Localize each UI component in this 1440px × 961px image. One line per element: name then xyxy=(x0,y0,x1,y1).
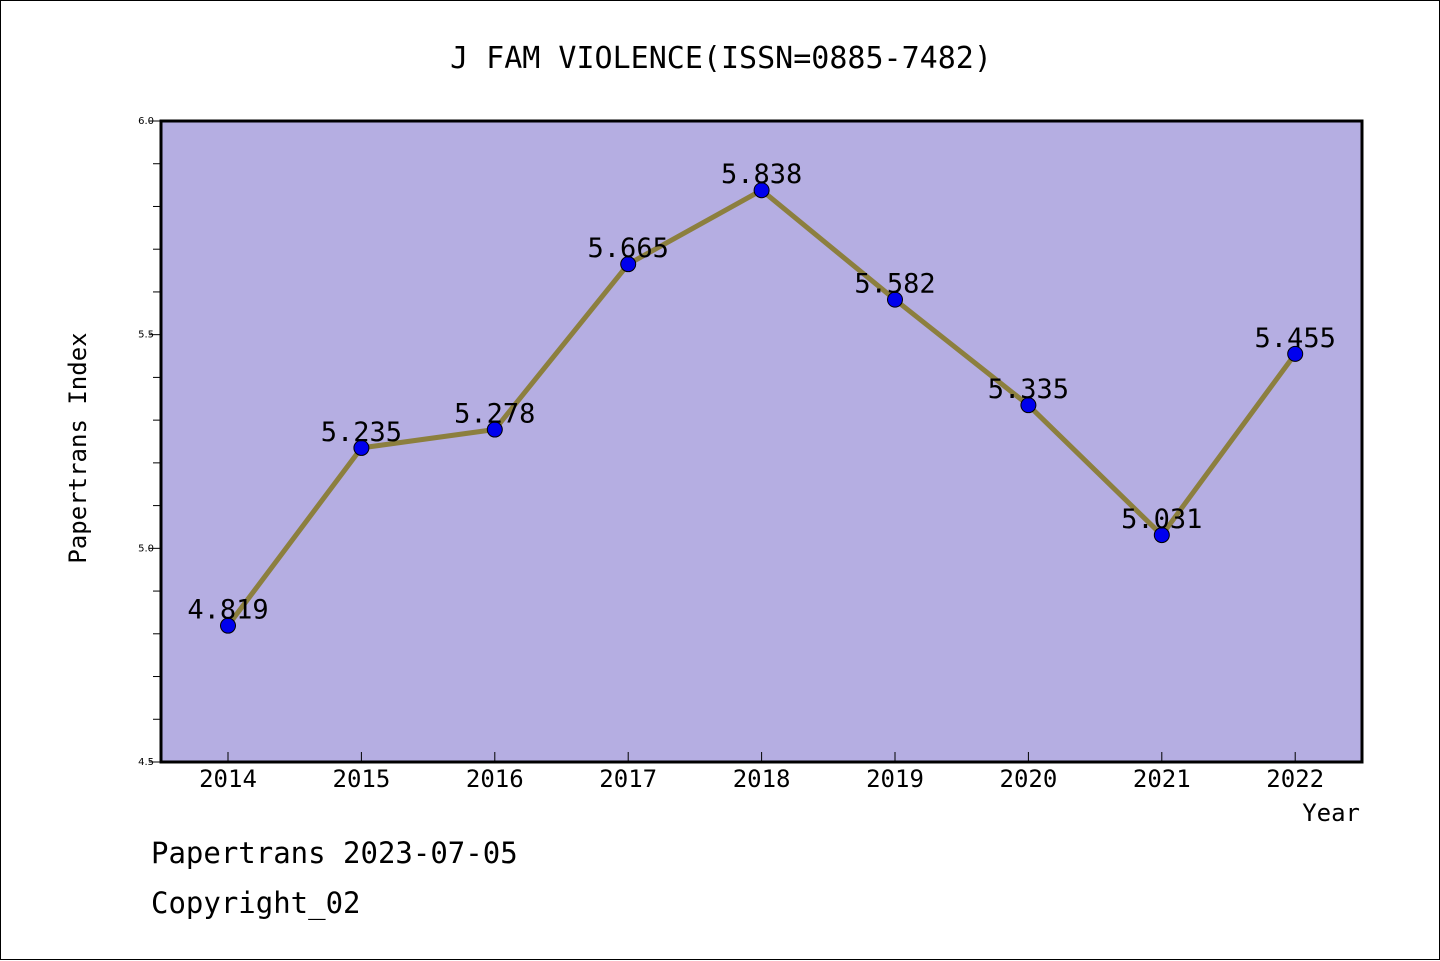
data-label: 5.665 xyxy=(588,233,669,264)
x-axis-label: Year xyxy=(1302,799,1360,827)
data-point xyxy=(887,291,903,308)
x-tick-label: 2014 xyxy=(199,765,257,793)
data-label: 5.838 xyxy=(721,159,802,190)
data-label: 5.582 xyxy=(854,269,935,300)
data-label: 5.335 xyxy=(988,374,1069,405)
data-label: 4.819 xyxy=(187,595,268,626)
data-point xyxy=(1153,527,1170,544)
data-label: 5.235 xyxy=(321,417,402,448)
x-tick-label: 2020 xyxy=(1000,765,1058,793)
x-tick-label: 2016 xyxy=(466,765,524,793)
data-point xyxy=(620,256,637,273)
data-point xyxy=(353,439,370,456)
data-label-layer: 4.819 5.235 5.278 5.665 5.838 5.582 5.335 5.031… xyxy=(187,159,1335,625)
y-axis-label: Papertrans Index xyxy=(64,332,92,563)
series-layer xyxy=(220,182,1304,634)
data-point xyxy=(220,617,236,634)
x-tick-label: 2015 xyxy=(333,765,391,793)
data-point xyxy=(486,421,503,438)
data-point xyxy=(753,182,770,199)
data-label: 5.031 xyxy=(1121,504,1202,535)
data-point xyxy=(1287,345,1304,362)
chart-title: J FAM VIOLENCE(ISSN=0885-7482) xyxy=(450,41,992,76)
x-tick-label: 2022 xyxy=(1266,765,1324,793)
footer-date: Papertrans 2023-07-05 xyxy=(151,836,518,870)
data-point xyxy=(1020,397,1037,414)
y-tick-label: 6.0 xyxy=(138,116,154,127)
x-axis: 2014 2015 2016 2017 2018 2019 2020 2021 2022 xyxy=(199,752,1324,793)
y-tick-label: 5.0 xyxy=(138,543,154,554)
data-label: 5.455 xyxy=(1255,323,1336,354)
x-tick-label: 2018 xyxy=(733,765,791,793)
data-label: 5.278 xyxy=(454,399,535,430)
y-axis: 4.5 5.0 5.5 6.0 xyxy=(138,116,161,768)
x-tick-label: 2019 xyxy=(866,765,924,793)
footer-copyright: Copyright_02 xyxy=(151,886,361,920)
y-tick-label: 4.5 xyxy=(138,757,154,768)
x-tick-label: 2017 xyxy=(599,765,657,793)
x-tick-label: 2021 xyxy=(1133,765,1191,793)
y-tick-label: 5.5 xyxy=(138,330,154,341)
